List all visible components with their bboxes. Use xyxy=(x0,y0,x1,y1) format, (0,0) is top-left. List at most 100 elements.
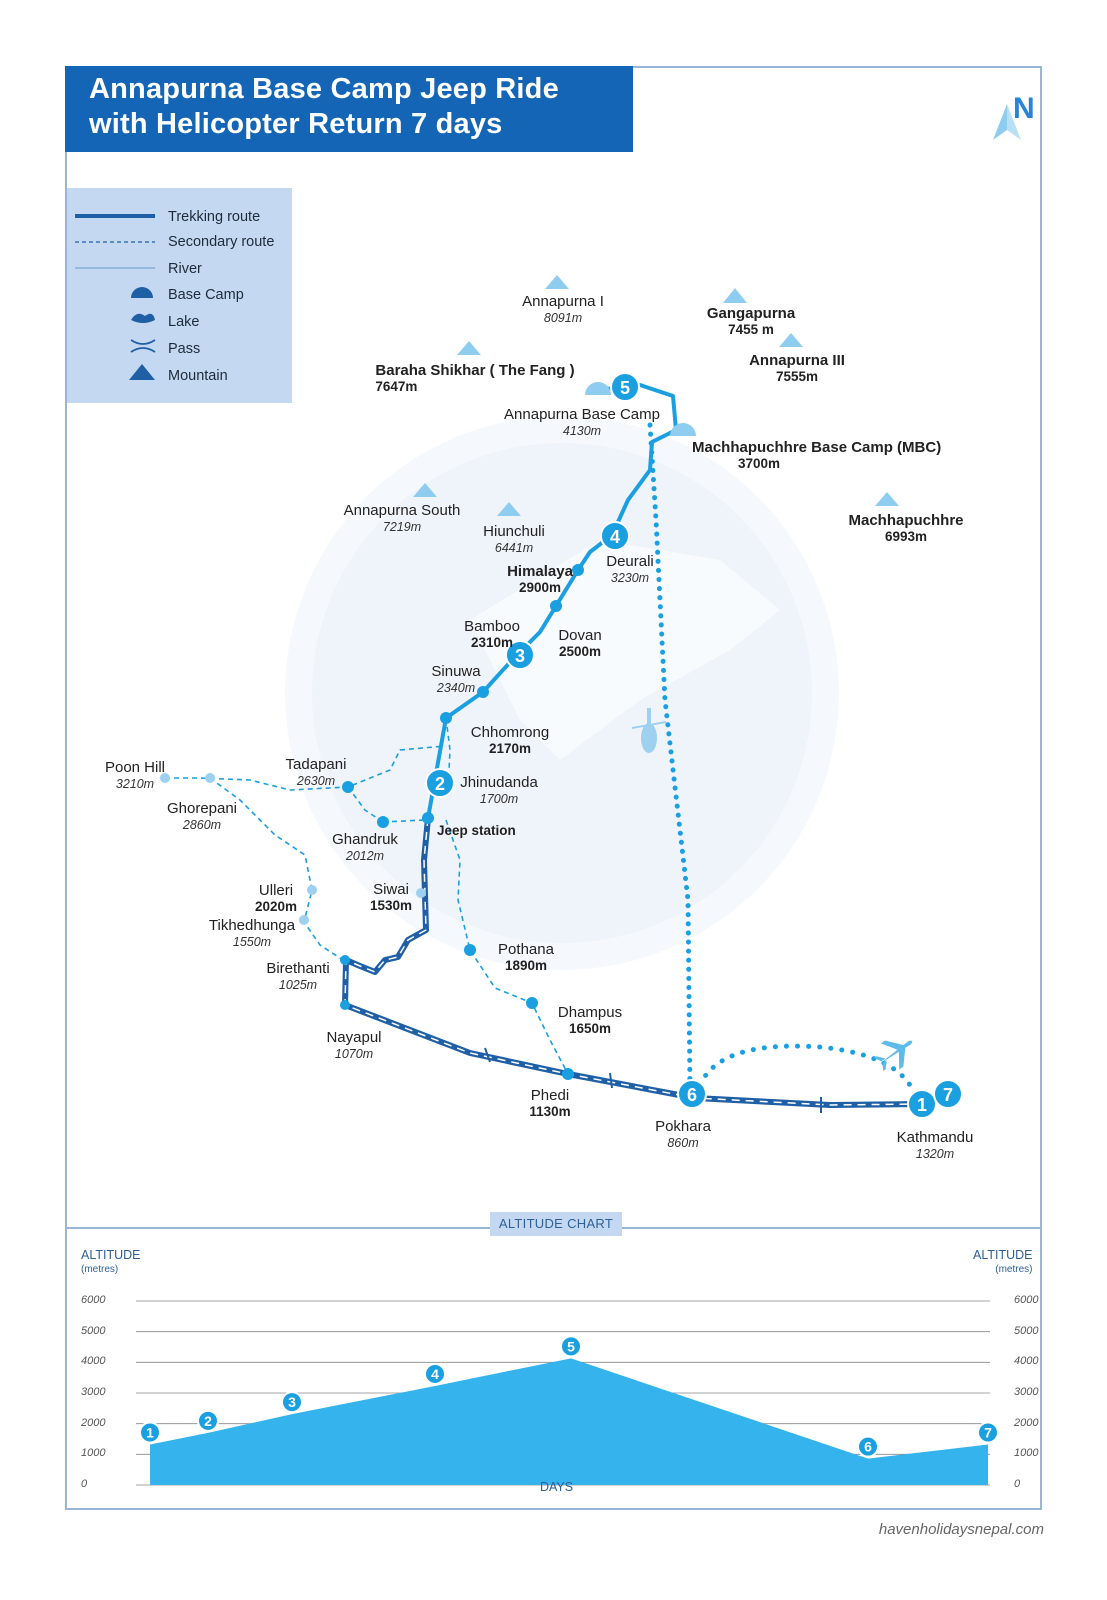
chart-point-label: 2 xyxy=(204,1413,212,1429)
place-label-birethanti: Birethanti 1025m xyxy=(266,960,330,993)
mountain-icon xyxy=(413,483,437,497)
chart-point xyxy=(281,1391,303,1414)
chart-point xyxy=(139,1421,161,1444)
place-label-chhomrong: Chhomrong 2170m xyxy=(470,724,550,757)
lake-icon xyxy=(131,313,155,323)
legend-symbols xyxy=(75,214,156,380)
legend-item-lake: Lake xyxy=(168,314,200,330)
day-marker-3: 3 xyxy=(505,640,535,670)
altitude-area xyxy=(150,1358,988,1485)
chart-point xyxy=(977,1421,999,1444)
mountain-label-baraha-shikhar: Baraha Shikhar ( The Fang ) 7647m xyxy=(375,362,575,395)
mountain-icon xyxy=(497,502,521,516)
tick-label-left: 5000 xyxy=(81,1324,106,1337)
svg-text:6: 6 xyxy=(687,1085,697,1105)
legend: Trekking route Secondary route River Bas… xyxy=(67,188,292,403)
mountain-label-annapurna-i: Annapurna I 8091m xyxy=(522,293,604,326)
title-line-1: Annapurna Base Camp Jeep Ride xyxy=(89,73,559,105)
airplane-icon xyxy=(874,1040,913,1072)
place-label-tikhedhunga: Tikhedhunga 1550m xyxy=(208,917,296,950)
legend-item-mountain: Mountain xyxy=(168,368,228,384)
place-label-kathmandu: Kathmandu 1320m xyxy=(896,1129,974,1162)
globe-watermark xyxy=(285,416,839,970)
chart-day-marker-2: 2 xyxy=(197,1409,219,1432)
place-label-phedi: Phedi 1130m xyxy=(529,1087,571,1120)
tick-label-left: 0 xyxy=(81,1478,88,1490)
svg-text:1: 1 xyxy=(917,1095,927,1115)
north-label: N xyxy=(1013,92,1035,125)
legend-item-trekking-route: Trekking route xyxy=(168,209,261,225)
tick-label-right: 6000 xyxy=(1014,1294,1039,1306)
svg-text:7: 7 xyxy=(943,1085,953,1105)
place-label-deurali: Deurali 3230m xyxy=(606,553,654,586)
title-line-2: with Helicopter Return 7 days xyxy=(89,108,503,140)
helicopter-route xyxy=(647,422,693,1093)
chart-point-label: 5 xyxy=(567,1338,575,1354)
tick-label-left: 6000 xyxy=(81,1294,106,1306)
flight-route xyxy=(697,1043,918,1098)
waypoints xyxy=(340,564,584,1080)
chart-point-label: 3 xyxy=(288,1394,296,1410)
place-label-jhinudanda: Jhinudanda 1700m xyxy=(460,774,538,807)
mountain-label-annapurna-south: Annapurna South 7219m xyxy=(343,502,461,535)
mountain-icon xyxy=(457,341,481,355)
legend-item-pass: Pass xyxy=(168,341,201,357)
mountain-icon xyxy=(875,492,899,506)
legend-item-river: River xyxy=(168,261,202,277)
mountain-label-annapurna-iii: Annapurna III 7555m xyxy=(749,352,845,385)
altitude-chart-section xyxy=(65,1227,1042,1512)
chart-point-label: 7 xyxy=(984,1425,992,1441)
chart-point xyxy=(857,1435,879,1458)
place-label-siwai: Siwai 1530m xyxy=(369,881,413,914)
chart-point-label: 6 xyxy=(864,1439,872,1455)
place-label-ghorepani: Ghorepani 2860m xyxy=(166,800,238,833)
mountain-label-hiunchuli: Hiunchuli 6441m xyxy=(483,523,545,556)
place-label-pothana: Pothana 1890m xyxy=(498,941,554,974)
place-label-nayapul: Nayapul 1070m xyxy=(326,1029,382,1062)
place-label-annapurna-base-camp: Annapurna Base Camp 4130m xyxy=(504,406,660,439)
mountain-icon xyxy=(129,364,155,380)
base-camp-icon xyxy=(585,382,611,395)
website-credit: havenholidaysnepal.com xyxy=(878,1521,1044,1538)
base-camp-icon xyxy=(670,423,696,436)
place-label-tadapani: Tadapani 2630m xyxy=(285,756,347,789)
x-axis-label: DAYS xyxy=(540,1480,574,1494)
chart-point xyxy=(197,1409,219,1432)
map-title: Annapurna Base Camp Jeep Ride with Helic… xyxy=(65,66,633,152)
place-label-sinuwa: Sinuwa 2340m xyxy=(431,663,481,696)
day-marker-1: 1 xyxy=(907,1089,937,1119)
day-markers: 1 2 3 4 5 6 7 xyxy=(425,372,963,1119)
tick-label-left: 3000 xyxy=(81,1386,106,1398)
tick-label-right: 2000 xyxy=(1014,1416,1039,1429)
chart-point xyxy=(424,1362,446,1385)
day-marker-2: 2 xyxy=(425,768,455,798)
pass-icon xyxy=(130,339,156,353)
north-arrow-icon xyxy=(993,104,1021,140)
mountain-label-gangapurna: Gangapurna 7455 m xyxy=(706,305,796,338)
mountain-icon xyxy=(545,275,569,289)
mountain-label-machhapuchhre: Machhapuchhre 6993m xyxy=(848,512,964,545)
svg-text:2: 2 xyxy=(435,774,445,794)
legend-item-base-camp: Base Camp xyxy=(168,287,244,303)
right-axis-title: ALTITUDE (metres) xyxy=(973,1248,1033,1276)
tick-label-right: 0 xyxy=(1014,1478,1021,1490)
base-camp-icon xyxy=(131,287,153,298)
svg-text:5: 5 xyxy=(620,378,630,398)
tick-label-left: 1000 xyxy=(81,1447,106,1460)
chart-point-label: 4 xyxy=(431,1366,439,1382)
chart-day-marker-5: 5 xyxy=(560,1335,582,1358)
left-axis-title: ALTITUDE (metres) xyxy=(81,1248,141,1276)
place-label-poon-hill: Poon Hill 3210m xyxy=(104,759,166,792)
chart-point xyxy=(560,1335,582,1358)
chart-day-marker-1: 1 xyxy=(139,1421,161,1444)
svg-text:3: 3 xyxy=(515,646,525,666)
place-label-ulleri: Ulleri 2020m xyxy=(254,882,298,915)
chart-day-marker-6: 6 xyxy=(857,1435,879,1458)
tick-label-right: 1000 xyxy=(1014,1447,1039,1460)
tick-label-right: 4000 xyxy=(1014,1355,1039,1368)
day-marker-7: 7 xyxy=(933,1079,963,1109)
helicopter-icon xyxy=(631,708,667,753)
day-marker-6: 6 xyxy=(677,1079,707,1109)
place-label-pokhara: Pokhara 860m xyxy=(655,1118,711,1151)
